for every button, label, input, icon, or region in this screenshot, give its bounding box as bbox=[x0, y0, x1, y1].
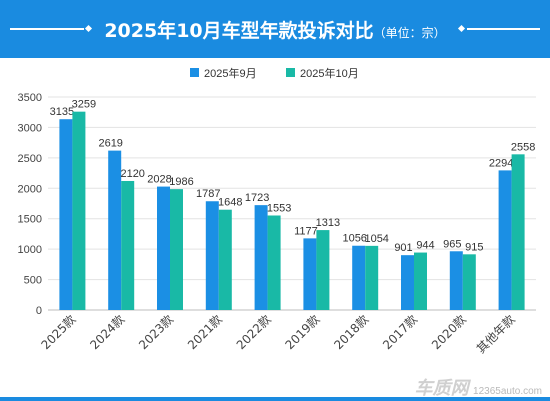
page-title: 2025年10月车型年款投诉对比（单位：宗） bbox=[0, 16, 550, 43]
bar bbox=[365, 245, 379, 310]
data-label: 2558 bbox=[511, 141, 535, 153]
x-tick-label: 2017款 bbox=[380, 312, 420, 352]
watermark-logo: 车质网 12365auto.com bbox=[415, 374, 542, 400]
y-tick-label: 1500 bbox=[18, 214, 42, 226]
bar bbox=[498, 170, 512, 310]
title-right-line bbox=[467, 28, 540, 30]
bar bbox=[352, 245, 366, 310]
title-left-line bbox=[10, 28, 84, 30]
y-tick-label: 2500 bbox=[18, 153, 42, 165]
bar bbox=[303, 238, 317, 310]
x-tick-label: 2023款 bbox=[136, 312, 176, 352]
data-label: 965 bbox=[443, 238, 461, 250]
y-tick-label: 1000 bbox=[18, 244, 42, 256]
watermark-brand: 车质网 bbox=[414, 378, 469, 398]
bar bbox=[449, 251, 463, 310]
legend-swatch bbox=[190, 68, 199, 77]
bar bbox=[59, 119, 73, 310]
data-label: 2619 bbox=[98, 138, 122, 150]
x-tick-label: 2018款 bbox=[331, 312, 371, 352]
data-label: 3259 bbox=[72, 99, 96, 111]
data-label: 2120 bbox=[120, 168, 144, 180]
bar bbox=[316, 230, 330, 310]
y-tick-label: 500 bbox=[24, 275, 42, 287]
bar bbox=[254, 205, 268, 310]
bar bbox=[121, 180, 135, 310]
header-banner: 2025年10月车型年款投诉对比（单位：宗） bbox=[0, 0, 550, 58]
bar bbox=[205, 201, 219, 310]
bar bbox=[157, 186, 170, 310]
bar bbox=[267, 215, 281, 310]
x-tick-label: 2022款 bbox=[234, 312, 274, 352]
data-label: 2028 bbox=[147, 174, 171, 186]
legend-swatch bbox=[286, 68, 295, 77]
chart-area: 0 500 1000 1500 2000 2500 3000 3500 2025年9月 2025年… bbox=[0, 58, 550, 401]
data-label: 901 bbox=[394, 242, 412, 254]
x-tick-label: 其他年款 bbox=[474, 312, 518, 356]
data-label: 1056 bbox=[342, 233, 366, 245]
data-label: 1787 bbox=[196, 188, 220, 200]
bar bbox=[511, 154, 525, 310]
data-label: 1986 bbox=[169, 176, 193, 188]
data-label: 1553 bbox=[267, 202, 291, 214]
bar bbox=[462, 254, 476, 310]
watermark-domain: 12365auto.com bbox=[473, 386, 542, 397]
y-tick-label: 2000 bbox=[18, 183, 42, 195]
footer-line bbox=[0, 397, 550, 401]
x-tick-label: 2025款 bbox=[39, 312, 79, 352]
title-main: 2025年10月车型年款投诉对比 bbox=[104, 20, 374, 42]
bar-chart: 0 500 1000 1500 2000 2500 3000 3500 2025年9月 2025年… bbox=[18, 66, 536, 356]
data-label: 1177 bbox=[294, 225, 318, 237]
x-tick-label: 2019款 bbox=[283, 312, 323, 352]
y-tick-label: 3000 bbox=[18, 122, 42, 134]
bar bbox=[108, 150, 122, 310]
legend-label: 2025年9月 bbox=[204, 66, 257, 80]
legend-label: 2025年10月 bbox=[300, 66, 359, 80]
bar bbox=[414, 252, 427, 310]
data-label: 3135 bbox=[50, 106, 74, 118]
y-tick-label: 0 bbox=[36, 305, 42, 317]
data-label: 1723 bbox=[245, 192, 269, 204]
bar bbox=[401, 255, 414, 310]
title-unit: （单位：宗） bbox=[373, 26, 446, 40]
data-label: 2294 bbox=[489, 157, 513, 169]
x-tick-label: 2020款 bbox=[429, 312, 469, 352]
data-label: 1313 bbox=[316, 217, 340, 229]
x-tick-label: 2021款 bbox=[185, 312, 225, 352]
x-tick-label: 2024款 bbox=[87, 312, 127, 352]
bar bbox=[72, 111, 86, 311]
bar bbox=[218, 209, 232, 310]
y-tick-label: 3500 bbox=[18, 92, 42, 104]
bar bbox=[170, 189, 183, 310]
data-label: 1054 bbox=[364, 233, 388, 245]
data-label: 944 bbox=[416, 240, 434, 252]
data-label: 1648 bbox=[218, 197, 242, 209]
data-label: 915 bbox=[465, 241, 483, 253]
